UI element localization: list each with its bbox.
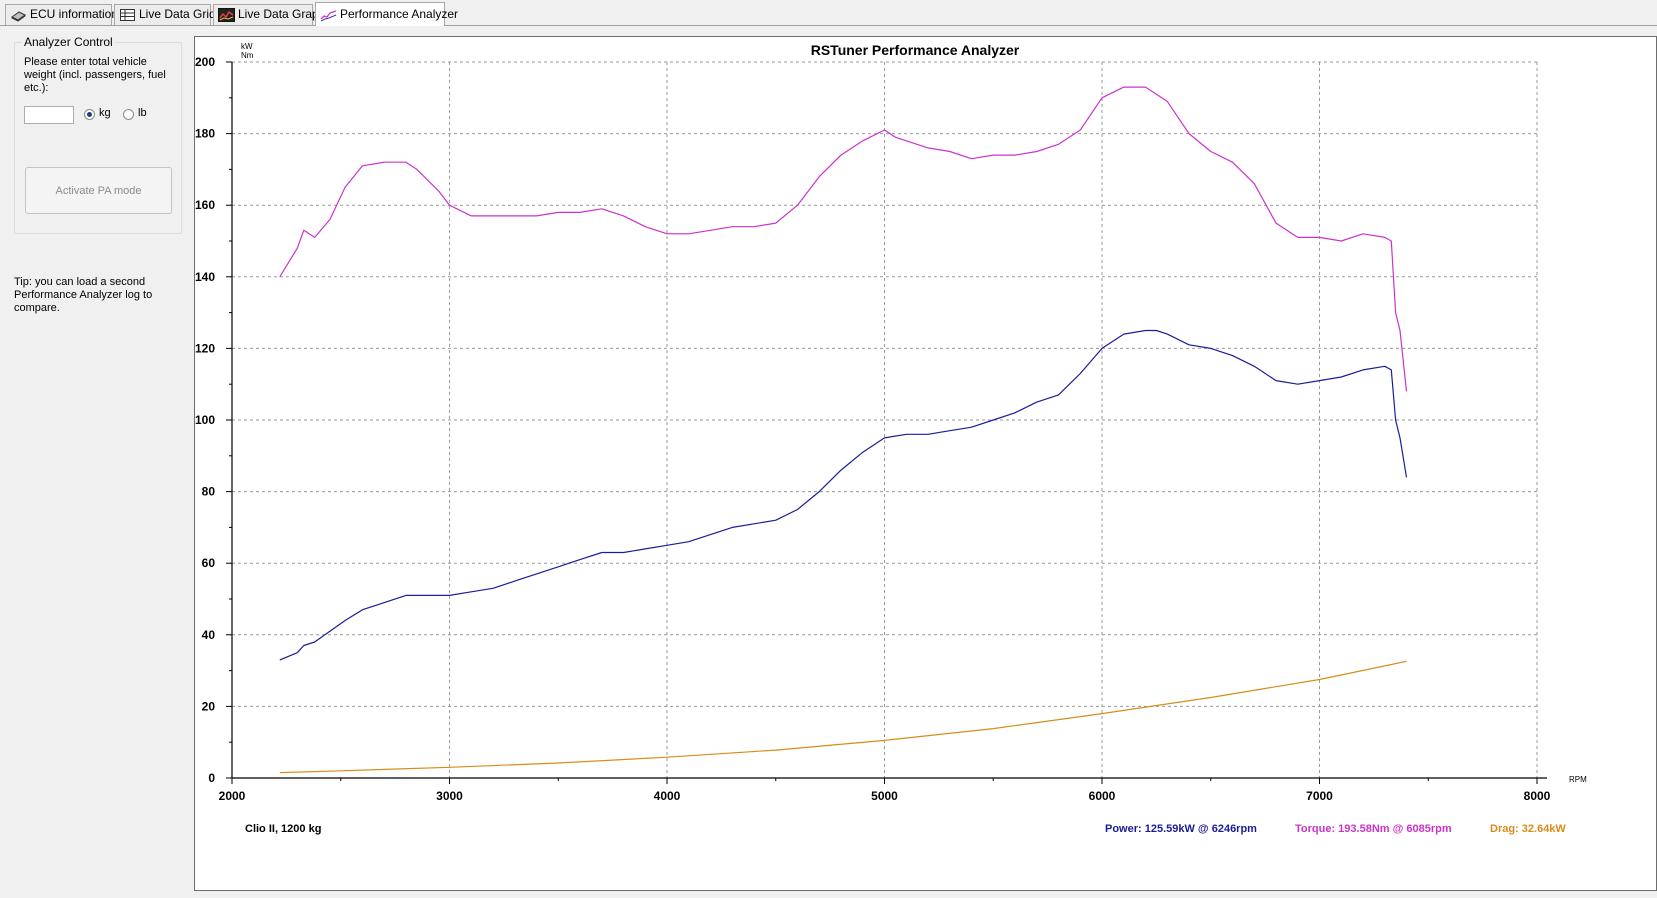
- y-tick-label: 80: [202, 485, 216, 499]
- activate-pa-mode-button[interactable]: Activate PA mode: [25, 167, 172, 214]
- unit-lb-radio[interactable]: [123, 109, 134, 120]
- x-tick-label: 2000: [219, 789, 246, 803]
- chart-title: RSTuner Performance Analyzer: [811, 42, 1020, 58]
- ecu-chip-icon: [11, 11, 26, 22]
- chart-grid: [232, 61, 1538, 778]
- series-line-power: [279, 329, 1408, 661]
- y-tick-label: 0: [208, 771, 215, 785]
- series-line-drag: [279, 660, 1407, 774]
- vehicle-weight-input[interactable]: [24, 106, 74, 124]
- grid-icon: [120, 9, 135, 21]
- vehicle-info: Clio II, 1200 kg: [245, 823, 321, 835]
- y-tick-label: 100: [195, 413, 215, 427]
- series-line-torque: [279, 86, 1408, 392]
- unit-kg-label[interactable]: kg: [99, 107, 111, 119]
- tab-live-data-graph[interactable]: Live Data Graph: [213, 4, 325, 25]
- performance-chart: 0 20 40 60 80 100 120 140 160 180 200 2000 3000 4000 5…: [195, 42, 1587, 835]
- tab-label: Live Data Graph: [238, 7, 326, 21]
- peak-torque-readout: Torque: 193.58Nm @ 6085rpm: [1295, 823, 1452, 835]
- x-tick-label: 6000: [1089, 789, 1116, 803]
- chart-series: [279, 86, 1408, 774]
- tab-strip: ECU information Live Data Grid Live Data…: [0, 0, 1657, 26]
- peak-power-readout: Power: 125.59kW @ 6246rpm: [1105, 823, 1257, 835]
- y-tick-label: 200: [195, 55, 215, 69]
- tab-label: Live Data Grid: [139, 7, 216, 21]
- chart-axes: 0 20 40 60 80 100 120 140 160 180 200 2000 3000 4000 5…: [195, 55, 1551, 803]
- compare-tip: Tip: you can load a second Performance A…: [14, 276, 153, 314]
- x-tick-label: 5000: [871, 789, 898, 803]
- x-tick-label: 8000: [1524, 789, 1551, 803]
- drag-readout: Drag: 32.64kW: [1490, 823, 1566, 835]
- x-axis-label: RPM: [1569, 775, 1587, 784]
- y-tick-label: 180: [195, 127, 215, 141]
- y-tick-label: 20: [202, 699, 216, 713]
- performance-chart-panel: 0 20 40 60 80 100 120 140 160 180 200 2000 3000 4000 5…: [194, 36, 1657, 891]
- y-unit-kw: kW: [241, 42, 253, 51]
- tab-label: Performance Analyzer: [340, 7, 459, 21]
- performance-curve-icon: [320, 10, 337, 22]
- tab-label: ECU information: [30, 7, 119, 21]
- analyzer-control-title: Analyzer Control: [22, 35, 115, 49]
- x-tick-label: 7000: [1306, 789, 1333, 803]
- y-tick-label: 60: [202, 556, 216, 570]
- unit-lb-label[interactable]: lb: [138, 107, 147, 119]
- weight-prompt: Please enter total vehicle weight (incl.…: [24, 56, 166, 94]
- y-unit-nm: Nm: [241, 51, 254, 60]
- y-tick-label: 40: [202, 628, 216, 642]
- unit-kg-radio[interactable]: [84, 109, 95, 120]
- tab-performance-analyzer[interactable]: Performance Analyzer: [315, 2, 458, 26]
- x-tick-label: 4000: [654, 789, 681, 803]
- graph-icon: [218, 8, 235, 22]
- tab-strip-border: [0, 25, 1657, 26]
- tab-live-data-grid[interactable]: Live Data Grid: [114, 4, 216, 25]
- x-tick-label: 3000: [436, 789, 463, 803]
- y-tick-label: 160: [195, 198, 215, 212]
- y-tick-label: 120: [195, 341, 215, 355]
- y-tick-label: 140: [195, 270, 215, 284]
- tab-ecu-information[interactable]: ECU information: [5, 4, 118, 25]
